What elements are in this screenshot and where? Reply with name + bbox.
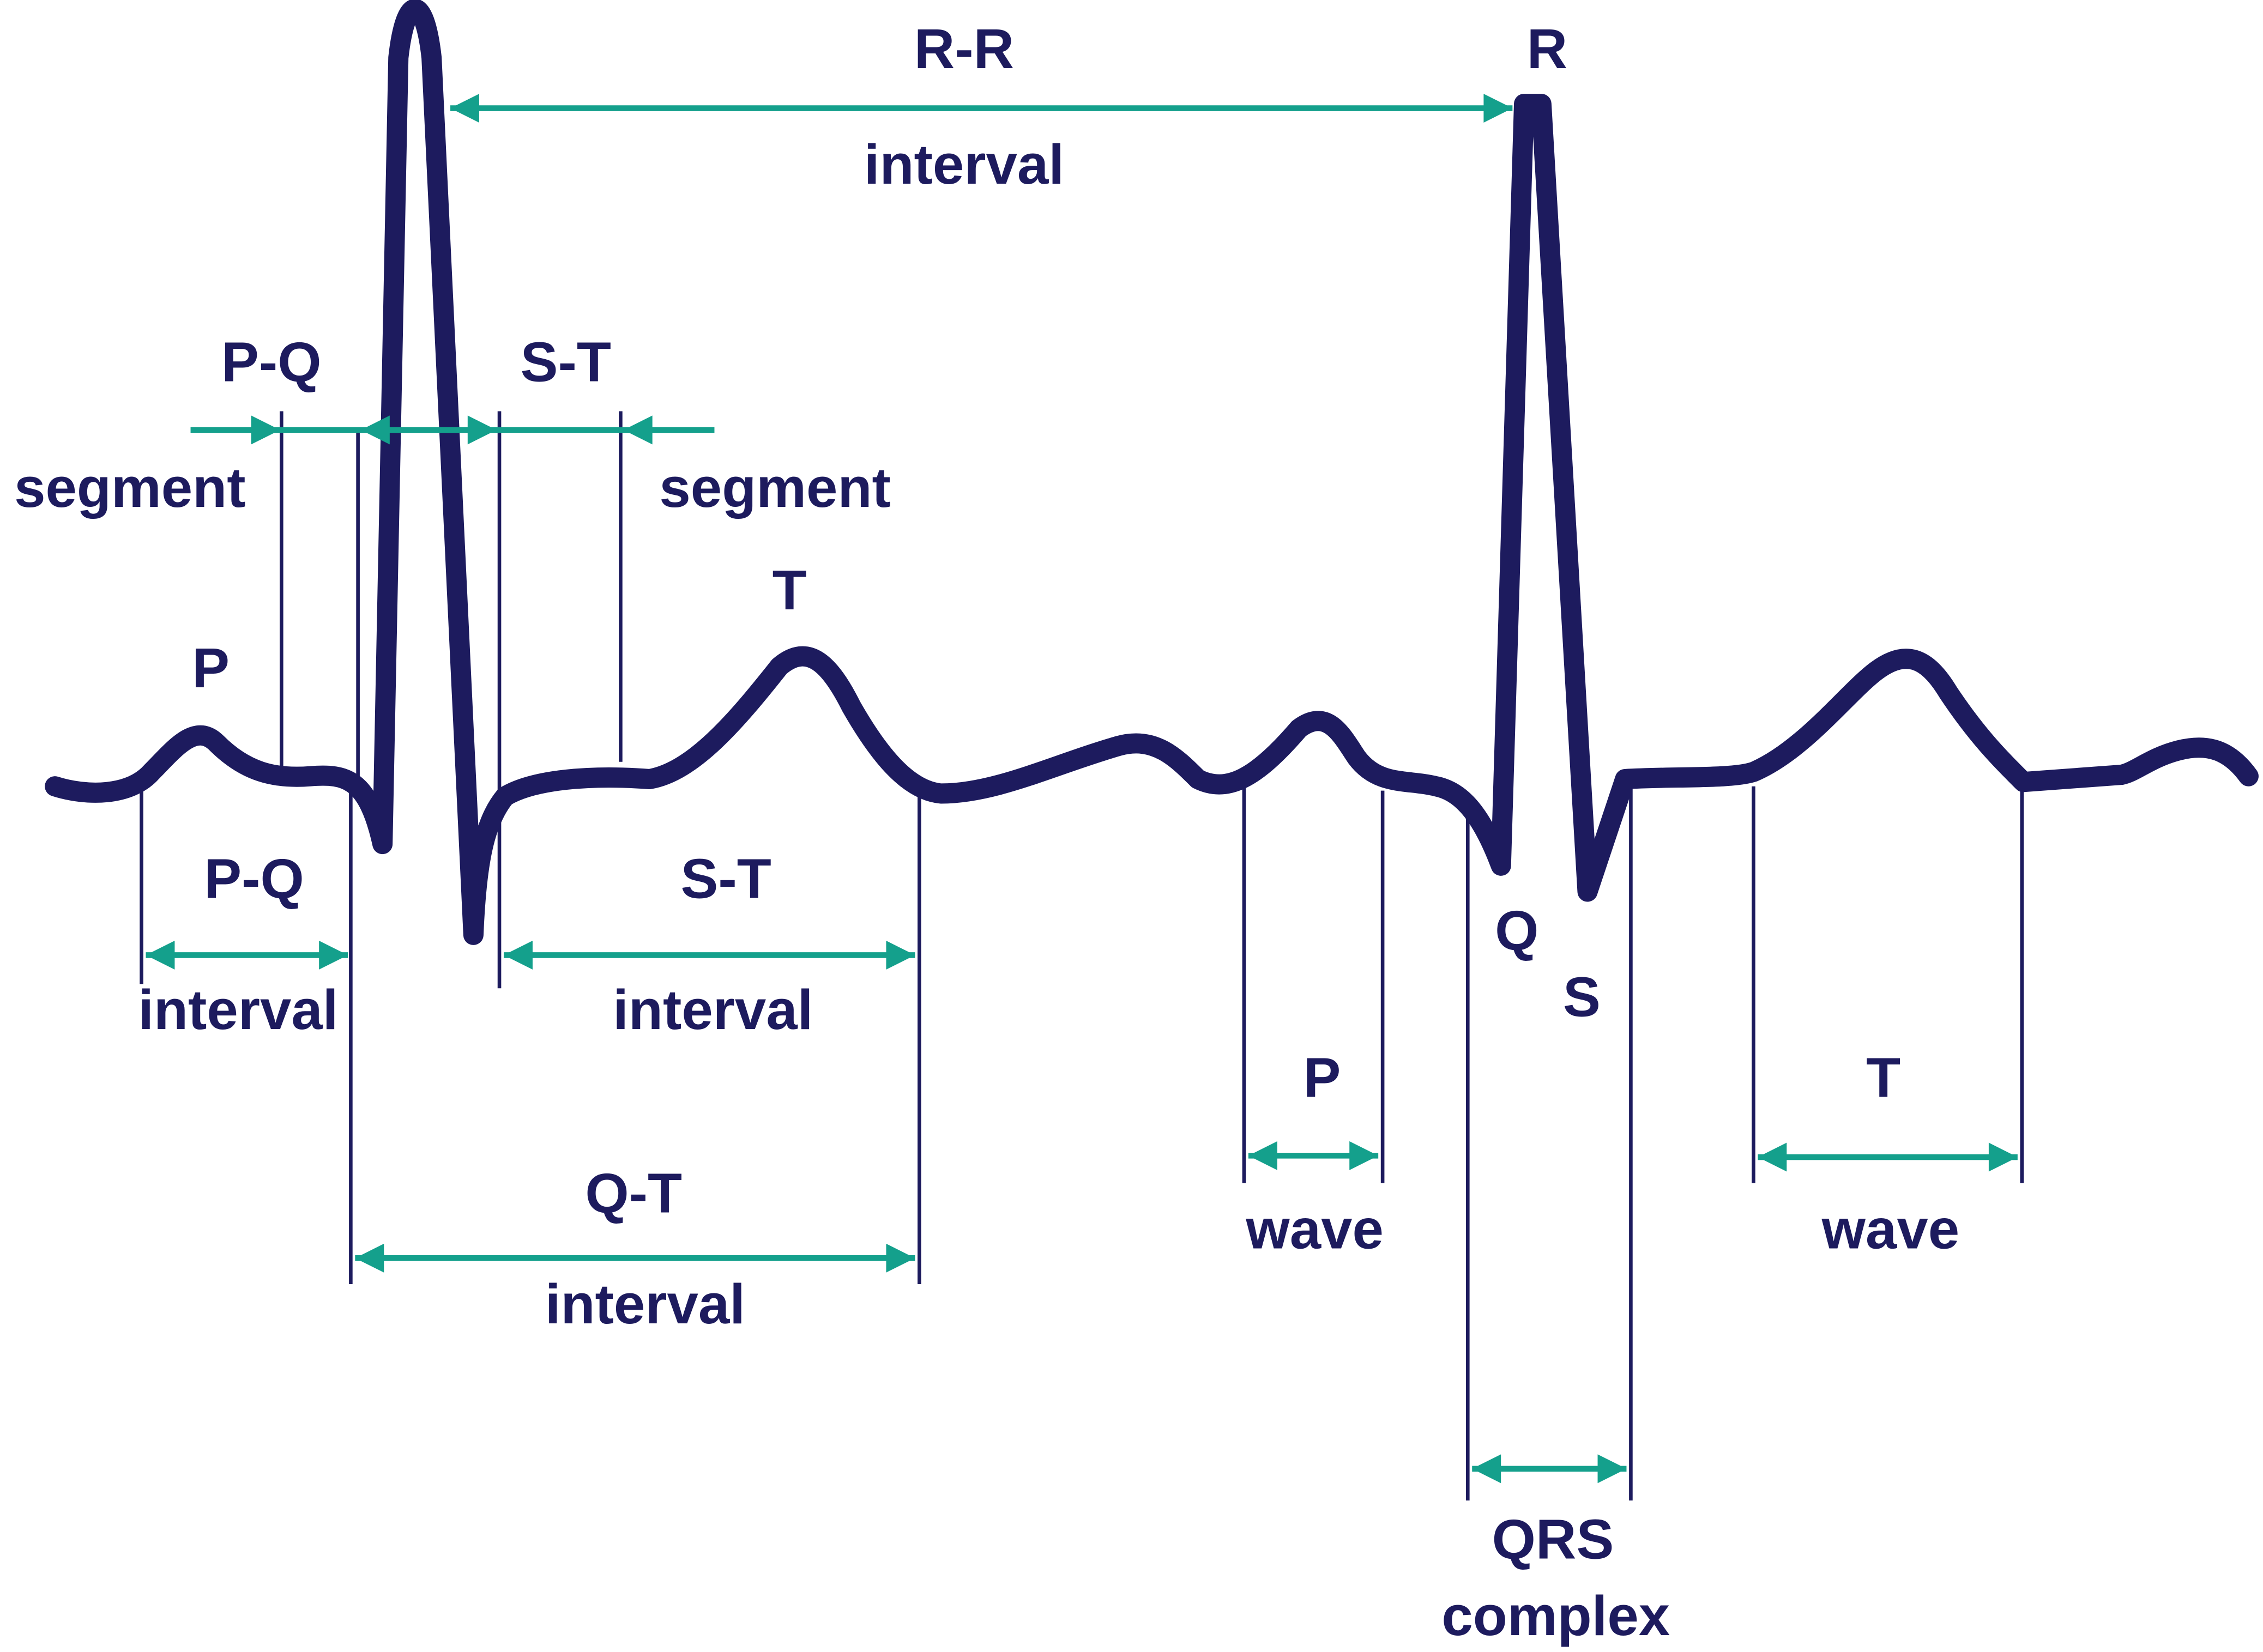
measurement-name: P-Q [221, 331, 322, 394]
guide-lines [140, 411, 2024, 1501]
measurement-name: P-Q [204, 847, 304, 910]
measurement-kind: interval [613, 978, 813, 1041]
measurement-name: R-R [914, 17, 1014, 80]
measurement-kind: wave [1821, 1198, 1960, 1261]
measurement-name: Q-T [585, 1161, 682, 1224]
measurement-kind: interval [138, 978, 338, 1041]
measurement-kind: interval [545, 1273, 745, 1335]
peak-label: P [192, 637, 230, 699]
ecg-trace [45, 0, 2259, 945]
measurement-name: S-T [521, 331, 611, 394]
peak-label: Q [1495, 899, 1538, 962]
peak-label: T [773, 559, 807, 621]
measurement-name: S-T [681, 847, 771, 910]
measurement-name: T [1866, 1046, 1900, 1109]
measurement-name: QRS [1492, 1508, 1614, 1571]
peak-label: S [1563, 965, 1601, 1028]
measurement-kind: wave [1245, 1198, 1384, 1261]
measurement-kind: interval [864, 133, 1064, 196]
measurement-arrows [146, 94, 2018, 1484]
peak-label: R [1527, 17, 1568, 80]
measurement-kind: segment [659, 456, 890, 519]
measurement-name: P [1303, 1046, 1341, 1109]
measurement-kind: segment [14, 456, 245, 519]
measurement-kind: complex [1441, 1584, 1670, 1647]
